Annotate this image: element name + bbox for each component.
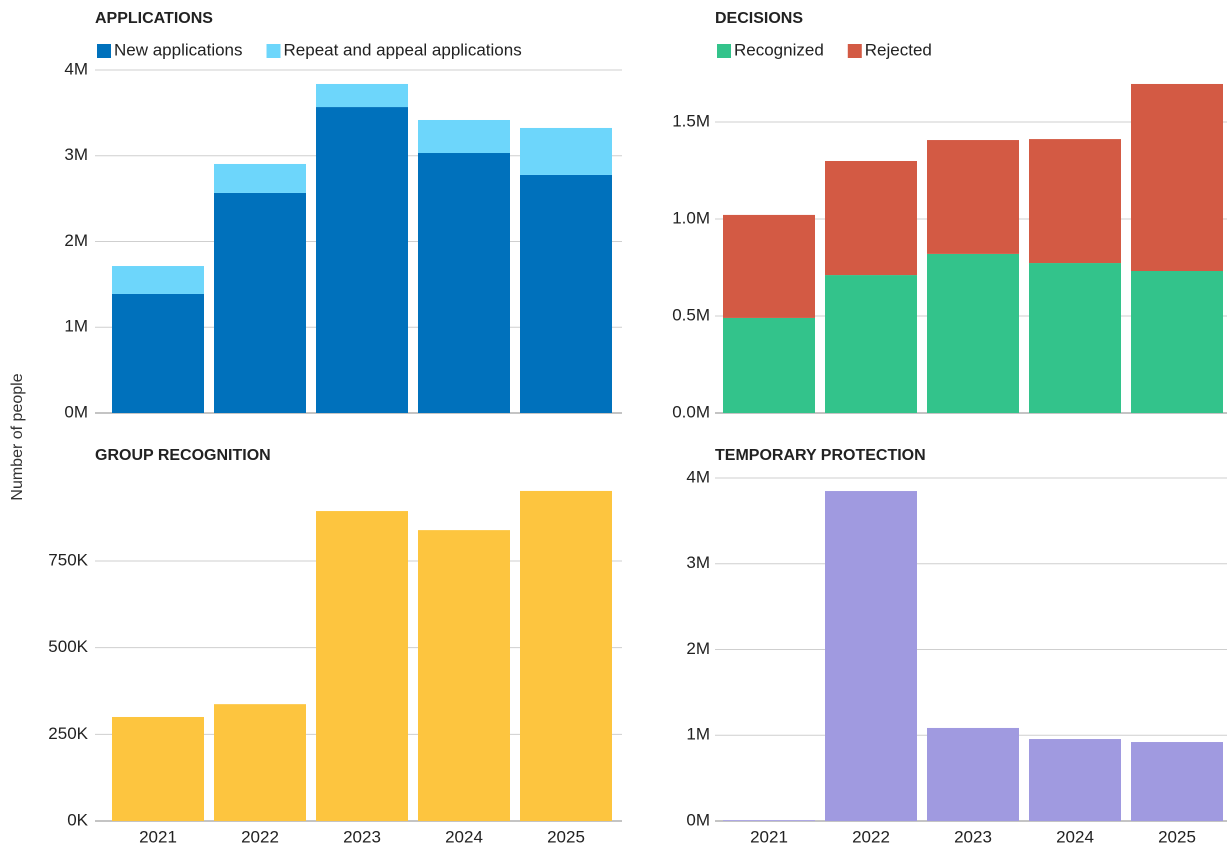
y-tick-label: 0M [64,402,88,421]
bar-segment [1029,139,1121,264]
bar-segment [520,174,612,413]
bar-segment [1029,263,1121,413]
y-tick-label: 1.5M [672,111,710,130]
y-axis-label: Number of people [9,373,26,500]
panel-title: DECISIONS [715,10,803,27]
bar-segment [723,214,815,318]
x-tick-label: 2022 [241,827,279,846]
x-tick-label: 2024 [445,827,483,846]
y-tick-label: 2M [64,231,88,250]
legend-swatch [717,44,731,58]
y-tick-label: 3M [686,553,710,572]
x-tick-label: 2025 [1158,827,1196,846]
bar-segment [1131,270,1223,413]
x-tick-label: 2021 [750,827,788,846]
bar [112,716,204,821]
panel-title: GROUP RECOGNITION [95,447,271,464]
y-tick-label: 250K [48,724,88,743]
y-tick-label: 500K [48,637,88,656]
legend-label: Rejected [865,40,932,59]
x-tick-label: 2021 [139,827,177,846]
y-tick-label: 2M [686,639,710,658]
y-tick-label: 1M [686,725,710,744]
bar-segment [825,275,917,413]
panel-title: APPLICATIONS [95,10,213,27]
bar-segment [112,293,204,413]
bar [520,490,612,821]
bar-segment [214,163,306,193]
bar-segment [520,127,612,175]
y-tick-label: 4M [64,59,88,78]
x-tick-label: 2025 [547,827,585,846]
bar [1029,739,1121,821]
legend-swatch [266,44,281,58]
y-tick-label: 1M [64,317,88,336]
legend-label: Recognized [734,40,824,59]
y-tick-label: 0K [67,810,88,829]
y-tick-label: 0.5M [672,305,710,324]
x-tick-label: 2023 [343,827,381,846]
bar-segment [825,160,917,276]
bar-segment [316,107,408,413]
legend-swatch [847,44,862,58]
bar [214,704,306,821]
bar [723,820,815,821]
y-tick-label: 750K [48,550,88,569]
bar-segment [927,253,1019,413]
bar-segment [418,153,510,414]
bar [316,511,408,821]
bar [1131,742,1223,821]
bar [927,727,1019,821]
y-tick-label: 3M [64,145,88,164]
bar-segment [112,266,204,294]
x-tick-label: 2022 [852,827,890,846]
x-tick-label: 2023 [954,827,992,846]
bar-segment [316,83,408,108]
bar [418,530,510,821]
y-tick-label: 0.0M [672,402,710,421]
legend-label: Repeat and appeal applications [284,40,522,59]
bar-segment [1131,83,1223,271]
bar-segment [418,119,510,154]
legend-swatch [97,44,111,58]
panel-title: TEMPORARY PROTECTION [715,447,926,464]
bar-segment [214,192,306,413]
y-tick-label: 4M [686,467,710,486]
bar-segment [723,317,815,413]
x-tick-label: 2024 [1056,827,1094,846]
y-tick-label: 1.0M [672,208,710,227]
y-tick-label: 0M [686,810,710,829]
bar-segment [927,140,1019,254]
bar [825,491,917,821]
legend-label: New applications [114,40,243,59]
